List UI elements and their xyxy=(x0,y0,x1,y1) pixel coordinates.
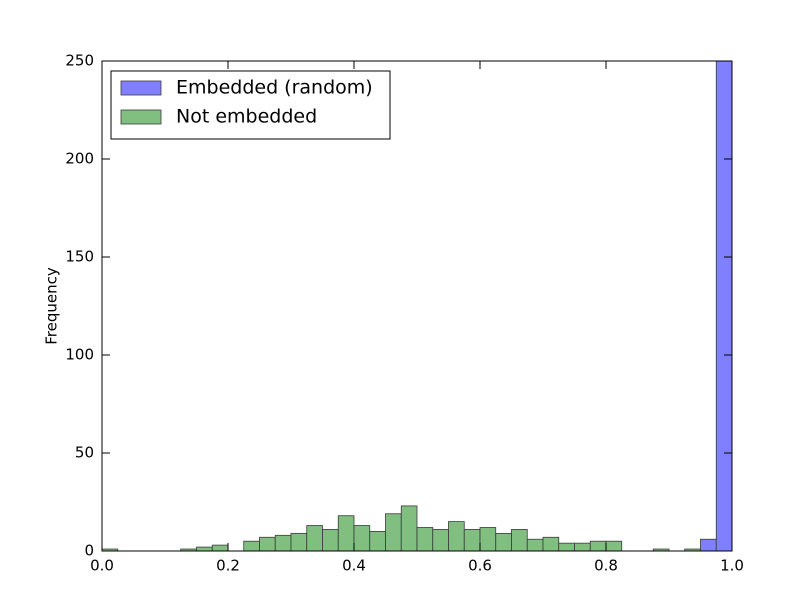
x-tick-label: 1.0 xyxy=(720,557,744,575)
histogram-bar xyxy=(337,515,355,552)
histogram-bar xyxy=(463,529,481,552)
histogram-bar xyxy=(290,532,308,552)
y-axis-label: Frequency xyxy=(43,267,61,345)
histogram-bar xyxy=(322,529,339,552)
y-tick-label: 200 xyxy=(65,150,94,168)
histogram-bar xyxy=(479,527,497,552)
histogram-bar xyxy=(259,536,276,552)
histogram-bar xyxy=(495,532,512,552)
histogram-bar xyxy=(385,513,402,552)
y-tick-label: 50 xyxy=(75,444,94,462)
x-tick-label: 0.0 xyxy=(90,557,114,575)
y-tick-label: 100 xyxy=(65,346,94,364)
histogram-bar xyxy=(700,538,717,552)
y-tick-label: 0 xyxy=(84,542,94,560)
histogram-bar xyxy=(369,531,386,552)
histogram-bar xyxy=(605,540,623,552)
legend-label: Embedded (random) xyxy=(176,77,373,99)
histogram-bar xyxy=(211,544,229,552)
x-tick-label: 0.2 xyxy=(216,557,240,575)
histogram-bar xyxy=(432,529,449,552)
histogram-bar xyxy=(542,536,560,552)
histogram-bar xyxy=(306,525,323,552)
x-tick-label: 0.6 xyxy=(468,557,492,575)
histogram-bar xyxy=(574,542,591,552)
histogram-bar xyxy=(715,60,733,552)
x-tick-label: 0.8 xyxy=(594,557,618,575)
plot-frame xyxy=(101,60,733,552)
y-tick-label: 250 xyxy=(65,52,94,70)
legend-label: Not embedded xyxy=(176,106,317,128)
histogram-bar xyxy=(353,525,371,552)
y-tick-label: 150 xyxy=(65,248,94,266)
legend-swatch xyxy=(120,80,162,96)
histogram-bar xyxy=(448,521,465,552)
histogram-bar xyxy=(243,540,260,552)
histogram-bar xyxy=(196,546,213,552)
histogram-bar xyxy=(400,505,418,552)
histogram-bar xyxy=(416,527,434,552)
histogram-bar xyxy=(511,529,528,552)
x-tick-label: 0.4 xyxy=(342,557,366,575)
histogram-bar xyxy=(558,542,575,552)
legend-swatch xyxy=(120,109,162,125)
histogram-bar xyxy=(526,538,544,552)
histogram-bar xyxy=(589,540,607,552)
histogram-bar xyxy=(274,534,292,552)
